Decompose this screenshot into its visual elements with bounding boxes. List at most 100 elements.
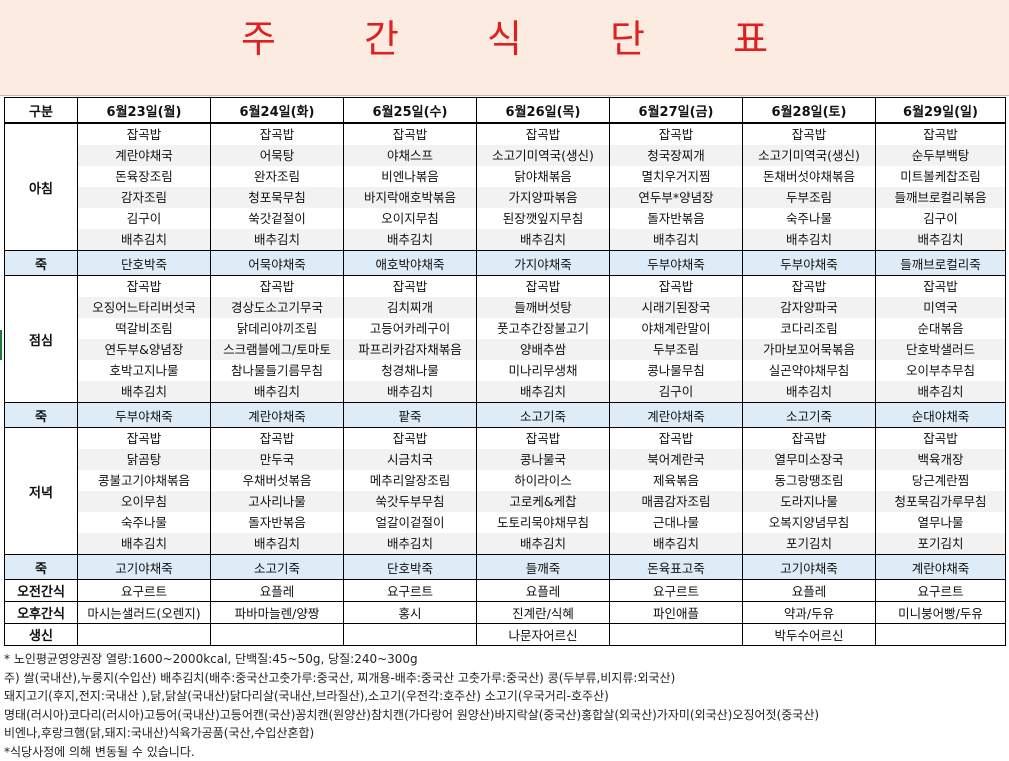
menu-item: 순두부백탕 (876, 145, 1005, 166)
menu-cell: 잡곡밥 열무미소장국 동그랑땡조림 도라지나물 오복지양념무침 포기김치 (742, 427, 876, 555)
footnote-line: *식당사정에 의해 변동될 수 있습니다. (4, 744, 195, 759)
menu-item: 청포묵김가루무침 (876, 491, 1005, 512)
menu-item: 배추김치 (344, 229, 476, 250)
menu-cell: 잡곡밥 어묵탕 완자조림 청포묵무침 쑥갓겉절이 배추김치 (210, 122, 344, 251)
menu-item: 백육개장 (876, 449, 1005, 470)
row-cell: 가지야채죽 (476, 250, 610, 276)
menu-item: 고등어카레구이 (369, 321, 451, 336)
menu-item: 돈채버섯야채볶음 (762, 169, 855, 184)
menu-item: 완자조림 (253, 169, 300, 184)
menu-item: 북어계란국 (610, 449, 742, 470)
row-cell: 약과/두유 (742, 601, 876, 624)
row-label: 오후간식 (4, 601, 78, 624)
menu-cell: 잡곡밥 야채스프 비엔나볶음 바지락애호박볶음 오이지무침 배추김치 (343, 122, 477, 251)
menu-item: 감자양파국 (743, 297, 875, 318)
menu-item: 돌자반볶음 (647, 211, 705, 226)
row-cell: 요플레 (210, 579, 344, 602)
menu-item: 배추김치 (477, 533, 609, 554)
meal-row-breakfast: 아침 잡곡밥 계란야채국 돈육장조림 감자조림 김구이 배추김치 잡곡밥 어묵탕 완자조림 청포묵무… (4, 122, 1006, 251)
row-cell: 소고기죽 (476, 402, 610, 428)
menu-cell: 잡곡밥 김치찌개 고등어카레구이 파프리카감자채볶음 청경채나물 배추김치 (343, 275, 477, 403)
menu-item: 바지락애호박볶음 (344, 187, 476, 208)
menu-item: 배추김치 (477, 381, 609, 402)
menu-item: 배추김치 (211, 229, 343, 250)
row-cell: 홍시 (343, 601, 477, 624)
row-cell: 요플레 (742, 579, 876, 602)
row-cell: 요구르트 (77, 579, 211, 602)
footnote-line: 주) 쌀(국내산),누룽지(수입산) 배추김치(배추:중국산고춧가루:중국산, … (4, 670, 676, 685)
menu-item: 숙주나물 (785, 211, 832, 226)
day-header: 6월23일(월) (77, 97, 211, 124)
menu-item: 잡곡밥 (791, 279, 827, 294)
row-label: 생신 (4, 623, 78, 646)
row-cell: 마시는샐러드(오렌지) (77, 601, 211, 624)
menu-cell: 잡곡밥 소고기미역국(생신) 돈채버섯야채볶음 두부조림 숙주나물 배추김치 (742, 122, 876, 251)
menu-item: 김구이 (610, 381, 742, 402)
menu-item: 두부조림 (610, 339, 742, 360)
menu-cell: 잡곡밥 콩나물국 하이라이스 고로케&케찹 도토리묵야채무침 배추김치 (476, 427, 610, 555)
menu-item: 코다리조림 (780, 321, 838, 336)
row-cell: 팥죽 (343, 402, 477, 428)
menu-item: 당근계란찜 (911, 473, 970, 488)
menu-item: 잡곡밥 (658, 279, 694, 294)
row-cell: 박두수어르신 (742, 623, 876, 646)
menu-item: 잡곡밥 (525, 279, 561, 294)
menu-item: 잡곡밥 (658, 431, 694, 446)
menu-item: 동그랑땡조림 (774, 473, 844, 488)
menu-item: 잡곡밥 (126, 279, 162, 294)
menu-item: 미트볼케찹조림 (900, 169, 981, 184)
menu-cell: 잡곡밥 순두부백탕 미트볼케찹조림 들깨브로컬리볶음 김구이 배추김치 (875, 122, 1006, 251)
menu-item: 오이지무침 (381, 211, 439, 226)
menu-cell: 잡곡밥 들깨버섯탕 풋고추간장불고기 양배추쌈 미나리무생채 배추김치 (476, 275, 610, 403)
row-cell: 요구르트 (609, 579, 743, 602)
row-cell: 들깨브로컬리죽 (875, 250, 1006, 276)
header-label-cell: 구분 (4, 97, 78, 124)
day-header: 6월26일(목) (476, 97, 610, 124)
menu-cell: 잡곡밥 백육개장 당근계란찜 청포묵김가루무침 열무나물 포기김치 (875, 427, 1006, 555)
footnotes: * 노인평균영양권장 열량:1600~2000kcal, 단백질:45~50g,… (4, 650, 1005, 761)
menu-cell: 잡곡밥 만두국 우채버섯볶음 고사리나물 돌자반볶음 배추김치 (210, 427, 344, 555)
menu-item: 닭데리야끼조림 (236, 321, 318, 336)
menu-item: 잡곡밥 (791, 127, 827, 142)
menu-item: 순대볶음 (917, 321, 964, 336)
menu-item: 잡곡밥 (791, 431, 827, 446)
menu-item: 쑥갓겉절이 (248, 211, 306, 226)
menu-cell: 잡곡밥 미역국 순대볶음 단호박샐러드 오이부추무침 배추김치 (875, 275, 1006, 403)
menu-item: 청경채나물 (381, 363, 439, 378)
menu-item: 두부조림 (743, 187, 875, 208)
menu-item: 배추김치 (344, 533, 476, 554)
row-cell: 파인애플 (609, 601, 743, 624)
menu-item: 계란야채국 (78, 145, 210, 166)
footnote-line: 비엔나,후랑크햄(닭,돼지:국내산)식육가공품(국산,수입산혼합) (4, 726, 315, 740)
menu-item: 오이무침 (78, 491, 210, 512)
menu-item: 야채스프 (344, 145, 476, 166)
row-cell: 들깨죽 (476, 554, 610, 580)
menu-item: 배추김치 (610, 533, 742, 554)
footnote-line: * 노인평균영양권장 열량:1600~2000kcal, 단백질:45~50g,… (4, 652, 418, 666)
menu-item: 오복지양념무침 (768, 515, 850, 530)
row-cell: 파바마늘렌/양짱 (210, 601, 344, 624)
menu-item: 김치찌개 (344, 297, 476, 318)
menu-item: 잡곡밥 (126, 127, 162, 142)
menu-item: 호박고지나물 (109, 363, 179, 378)
menu-item: 오이부추무침 (905, 363, 975, 378)
menu-item: 배추김치 (610, 229, 742, 250)
menu-item: 만두국 (211, 449, 343, 470)
row-marker (0, 330, 2, 360)
menu-item: 배추김치 (477, 229, 609, 250)
row-birthday: 생신 나문자어르신 박두수어르신 (4, 623, 1006, 646)
menu-item: 고사리나물 (211, 491, 343, 512)
footnote-line: 돼지고기(후지,전지:국내산 ),닭,닭살(국내산)닭다리살(국내산,브라질산)… (4, 689, 609, 703)
meal-label: 저녁 (4, 427, 78, 555)
menu-item: 어묵탕 (211, 145, 343, 166)
menu-item: 파프리카감자채볶음 (344, 339, 476, 360)
menu-item: 배추김치 (78, 533, 210, 554)
menu-item: 배추김치 (78, 229, 210, 250)
menu-item: 청포묵무침 (211, 187, 343, 208)
menu-item: 잡곡밥 (259, 279, 295, 294)
menu-item: 잡곡밥 (525, 431, 561, 446)
weekly-menu-table: 구분 6월23일(월) 6월24일(화) 6월25일(수) 6월26일(목) 6월27일(… (4, 97, 1006, 646)
menu-item: 경상도소고기무국 (211, 297, 343, 318)
menu-item: 잡곡밥 (392, 431, 428, 446)
meal-row-dinner: 저녁 잡곡밥 닭곰탕 콩불고기야채볶음 오이무침 숙주나물 배추김치 잡곡밥 만두국 우채버섯볶음… (4, 427, 1006, 555)
